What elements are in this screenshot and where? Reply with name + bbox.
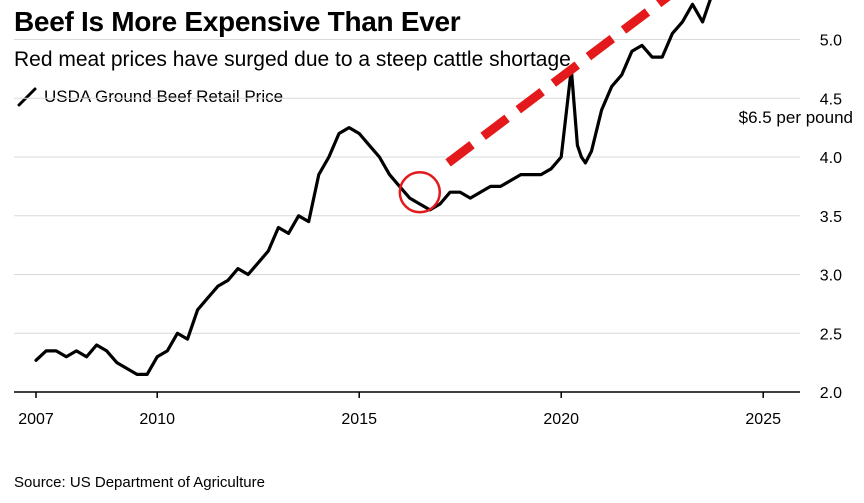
line-swatch-icon	[17, 87, 37, 107]
annotation-label: $6.5 per pound	[739, 108, 853, 127]
source-note: Source: US Department of Agriculture	[14, 474, 265, 491]
x-tick-label: 2020	[543, 411, 579, 428]
y-tick-label: 5.0	[820, 33, 842, 50]
legend: USDA Ground Beef Retail Price	[16, 86, 283, 108]
x-tick-label: 2015	[341, 411, 377, 428]
highlight-circle	[398, 171, 442, 214]
y-tick-label: 4.0	[820, 150, 842, 167]
y-tick-label: 3.5	[820, 209, 842, 226]
y-tick-label: 3.0	[820, 268, 842, 285]
x-tick-label: 2010	[139, 411, 175, 428]
trend-arrow-shaft	[445, 0, 671, 167]
y-tick-label: 2.5	[820, 326, 842, 343]
x-tick-label: 2025	[745, 411, 781, 428]
price-line	[34, 0, 712, 376]
chart-title: Beef Is More Expensive Than Ever	[14, 6, 461, 37]
chart-subtitle: Red meat prices have surged due to a ste…	[14, 48, 571, 71]
legend-label: USDA Ground Beef Retail Price	[44, 87, 284, 106]
y-tick-label: 4.5	[820, 91, 842, 108]
x-tick-label: 2007	[18, 411, 54, 428]
y-tick-label: 2.0	[820, 385, 842, 402]
